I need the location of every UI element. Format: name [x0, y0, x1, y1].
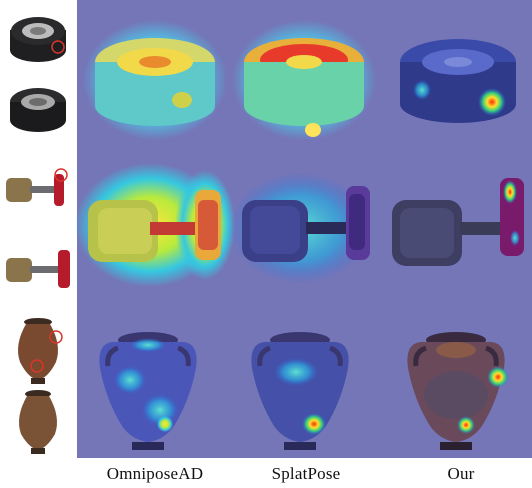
row-tire: [83, 20, 516, 140]
reference-tire-anomaly: [10, 17, 66, 62]
reference-images-column: [6, 17, 70, 454]
tire-omniposead: [83, 20, 227, 140]
reference-vase-anomaly: [18, 318, 63, 384]
row-valve: [75, 163, 524, 287]
vase-our: [407, 332, 509, 450]
row-vase: [99, 332, 509, 450]
anomaly-marker: [49, 330, 63, 344]
anomaly-marker: [51, 40, 65, 54]
reference-vase-normal: [19, 390, 57, 454]
valve-omniposead: [75, 163, 235, 287]
reference-valve-anomaly: [6, 168, 68, 206]
column-label-omniposead: OmniposeAD: [106, 464, 204, 483]
column-label-splatpose: SplatPose: [271, 464, 341, 483]
reference-tire-normal: [10, 88, 66, 132]
anomaly-marker: [30, 359, 44, 373]
tire-our: [400, 39, 516, 123]
tire-splatpose: [232, 20, 376, 140]
anomaly-marker: [54, 168, 68, 182]
valve-splatpose: [230, 173, 370, 283]
column-label-our: Our: [447, 464, 475, 483]
vase-splatpose: [251, 332, 349, 450]
valve-our: [392, 178, 524, 266]
reference-valve-normal: [6, 250, 70, 288]
vase-omniposead: [99, 332, 197, 450]
